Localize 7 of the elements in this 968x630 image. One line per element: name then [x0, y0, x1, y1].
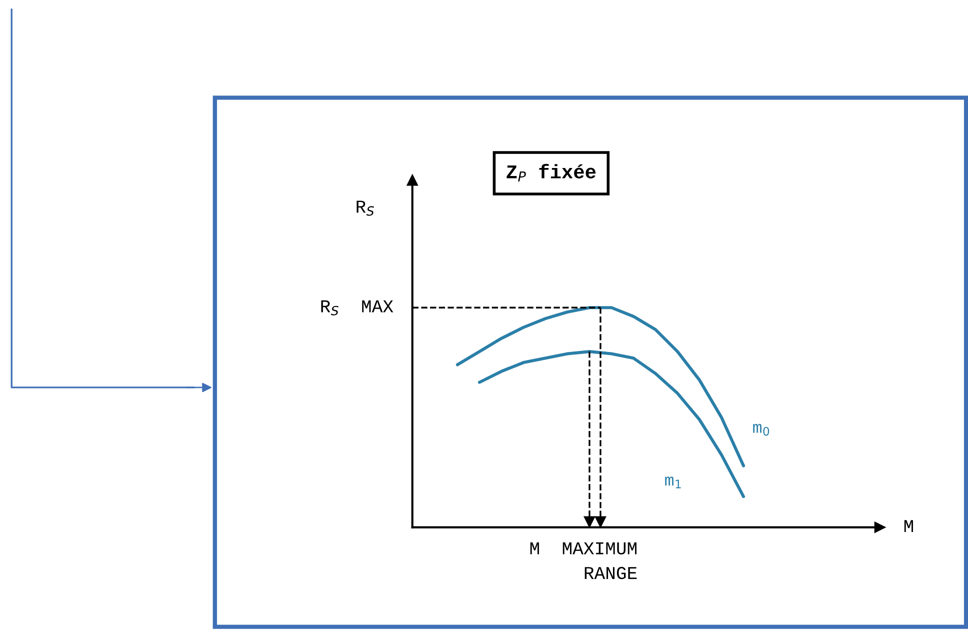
text: Z$_{P}$ fixée	[506, 164, 596, 182]
text: M MAXIMUM RANGE	[530, 542, 637, 580]
series-label: m$_{0}$	[753, 424, 770, 436]
text: R$_{S}$ MAX	[321, 300, 394, 316]
text: M	[904, 520, 913, 532]
text: R$_{S}$	[356, 200, 374, 216]
text: m$_{1}$	[665, 476, 681, 488]
